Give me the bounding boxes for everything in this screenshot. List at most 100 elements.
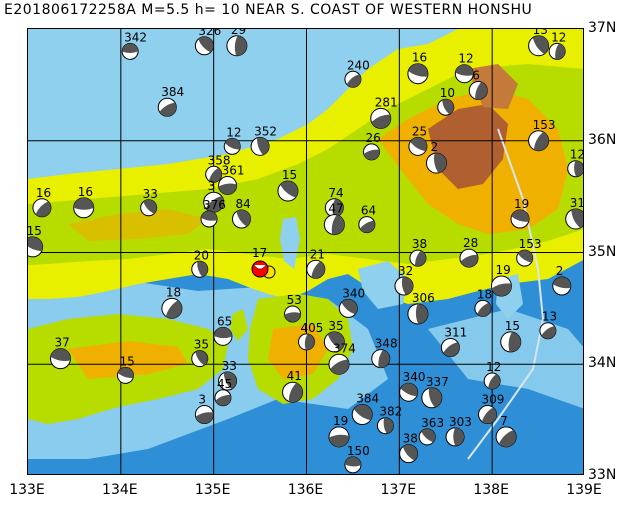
event-beachball[interactable]: 74 — [324, 186, 344, 218]
event-beachball[interactable]: 326 — [194, 29, 221, 56]
main-event-nodal — [253, 264, 267, 270]
event-depth-label: 18 — [166, 285, 181, 299]
event-beachball[interactable]: 31 — [565, 196, 584, 230]
event-beachball[interactable]: 28 — [459, 236, 481, 270]
event-beachball[interactable]: 405 — [298, 321, 324, 351]
event-beachball[interactable]: 7 — [495, 414, 520, 451]
beachball-compression — [353, 404, 373, 421]
event-beachball[interactable]: 12 — [223, 125, 243, 155]
event-beachball[interactable]: 16 — [73, 185, 95, 219]
event-beachball[interactable]: 19 — [328, 414, 350, 448]
event-beachball[interactable]: 150 — [344, 444, 370, 474]
event-beachball[interactable]: 13 — [539, 310, 559, 342]
event-beachball[interactable]: 18 — [161, 285, 186, 322]
event-depth-label: 150 — [347, 444, 370, 458]
event-beachball[interactable]: 20 — [191, 248, 210, 278]
main-event-marker[interactable]: 17 — [251, 246, 276, 279]
event-beachball[interactable]: 15 — [277, 168, 302, 202]
event-beachball[interactable]: 13 — [528, 29, 553, 57]
event-beachball[interactable]: 12 — [483, 360, 503, 392]
event-beachball[interactable]: 6 — [468, 68, 490, 102]
event-beachball[interactable]: 38 — [409, 237, 428, 268]
event-beachball[interactable]: 10 — [437, 86, 457, 116]
beachball-compression — [280, 181, 298, 198]
event-beachball[interactable]: 19 — [490, 263, 513, 298]
event-beachball[interactable]: 340 — [399, 370, 426, 402]
event-beachball[interactable]: 337 — [421, 375, 449, 409]
event-depth-label: 12 — [551, 30, 566, 44]
event-beachball[interactable]: 65 — [213, 314, 233, 346]
event-beachball[interactable]: 153 — [528, 118, 556, 155]
event-beachball[interactable]: 348 — [371, 337, 398, 370]
event-beachball[interactable]: 45 — [214, 377, 233, 408]
event-beachball[interactable]: 35 — [191, 338, 211, 368]
event-beachball[interactable]: 311 — [440, 325, 467, 360]
beachball-compression — [363, 149, 380, 160]
latitude-tick-label: 35N — [588, 243, 617, 260]
event-beachball[interactable]: 12 — [454, 52, 474, 84]
event-beachball[interactable]: 153 — [516, 237, 542, 267]
event-beachball[interactable]: 33 — [140, 187, 160, 217]
event-beachball[interactable]: 84 — [232, 197, 254, 229]
event-beachball[interactable]: 240 — [344, 58, 370, 90]
event-beachball[interactable]: 12 — [548, 30, 566, 60]
beachball-compression — [341, 299, 358, 315]
event-depth-label: 37 — [54, 336, 69, 350]
event-beachball[interactable]: 29 — [226, 29, 248, 57]
event-beachball[interactable]: 361 — [218, 163, 244, 195]
event-beachball[interactable]: 2 — [425, 140, 448, 174]
event-beachball[interactable]: 384 — [157, 85, 184, 119]
event-beachball[interactable]: 120 — [567, 148, 584, 178]
event-beachball[interactable]: 21 — [306, 247, 328, 281]
beachball-compression — [477, 302, 491, 317]
event-beachball[interactable]: 15 — [500, 319, 522, 353]
lake-biwa — [280, 217, 300, 269]
event-beachball[interactable]: 53 — [284, 293, 302, 323]
event-depth-label: 7 — [500, 414, 508, 428]
event-beachball[interactable]: 352 — [250, 124, 277, 156]
beachball-compression — [218, 183, 237, 195]
event-beachball[interactable]: 281 — [370, 95, 398, 131]
event-beachball[interactable]: 15 — [28, 224, 46, 258]
beachball-compression — [415, 303, 428, 324]
event-beachball[interactable]: 18 — [474, 287, 494, 319]
event-beachball[interactable]: 16 — [32, 186, 55, 221]
event-beachball[interactable]: 47 — [323, 202, 346, 237]
event-beachball[interactable]: 41 — [282, 369, 306, 405]
event-beachball[interactable]: 64 — [358, 204, 378, 236]
event-beachball[interactable]: 32 — [394, 264, 414, 296]
event-beachball[interactable]: 37 — [49, 336, 72, 370]
event-depth-label: 38 — [412, 237, 427, 251]
event-beachball[interactable]: 303 — [445, 415, 472, 447]
event-beachball[interactable]: 382 — [376, 405, 402, 435]
event-beachball[interactable]: 3 — [203, 179, 228, 216]
event-beachball[interactable]: 26 — [362, 131, 381, 162]
beachball-compression — [234, 35, 247, 56]
event-beachball[interactable]: 358 — [205, 153, 231, 185]
event-beachball[interactable]: 340 — [338, 286, 365, 318]
event-beachball[interactable]: 3 — [194, 393, 215, 426]
beachball-compression — [332, 198, 344, 217]
beachball-compression — [346, 74, 361, 88]
event-beachball[interactable]: 309 — [478, 393, 505, 428]
event-beachball[interactable]: 376 — [200, 198, 226, 228]
event-beachball[interactable]: 384 — [351, 392, 379, 426]
event-beachball[interactable]: 35 — [323, 319, 348, 353]
event-beachball[interactable]: 38 — [399, 432, 422, 464]
event-depth-label: 28 — [463, 236, 478, 250]
longitude-tick-label: 133E — [9, 482, 45, 498]
event-beachball[interactable]: 306 — [407, 291, 435, 325]
event-beachball[interactable]: 16 — [407, 51, 431, 85]
event-beachball[interactable]: 2 — [552, 264, 573, 296]
event-beachball[interactable]: 19 — [510, 197, 531, 229]
event-beachball[interactable]: 15 — [116, 354, 135, 384]
event-beachball[interactable]: 374 — [328, 341, 356, 378]
event-depth-label: 15 — [28, 224, 42, 238]
event-beachball[interactable]: 33 — [218, 359, 240, 391]
event-beachball[interactable]: 25 — [408, 124, 430, 156]
event-beachball[interactable]: 363 — [418, 416, 444, 446]
beachball-compression — [288, 382, 303, 403]
event-beachball[interactable]: 342 — [121, 30, 147, 60]
beachball-compression — [415, 250, 426, 267]
beachball-compression — [327, 331, 345, 350]
